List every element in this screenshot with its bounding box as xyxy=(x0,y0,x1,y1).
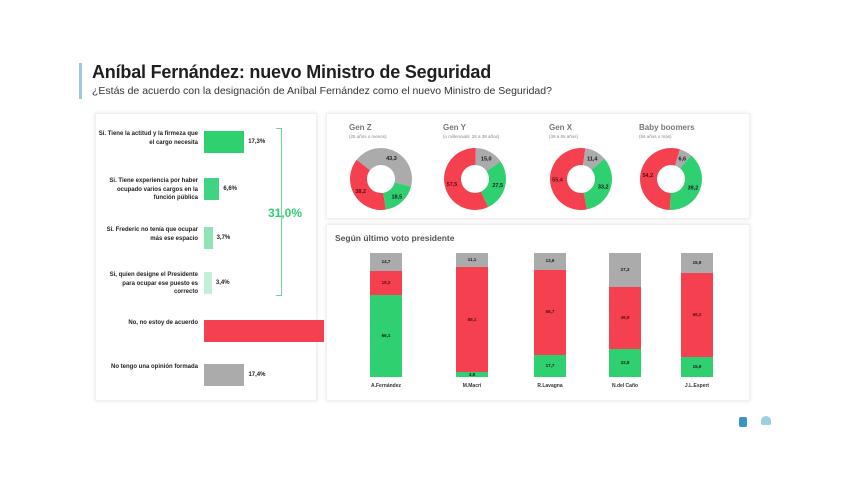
donut-slice-label: 38,2 xyxy=(355,189,366,195)
stack-segment-grey xyxy=(370,253,402,272)
donut-slice-label: 11,4 xyxy=(587,156,598,162)
responses-panel: Si. Tiene la actitud y la firmeza que el… xyxy=(95,113,345,401)
response-value-label: 3,4% xyxy=(215,280,230,286)
stack-segment-grey xyxy=(534,253,566,270)
stack-segment-green xyxy=(534,355,566,377)
stack-segment-label: 68,2 xyxy=(692,312,702,317)
generation-panel: Gen Z (25 años o menos) 38,2 43,3 18,5 Gen Y (… xyxy=(326,113,750,219)
generation-title: Gen X xyxy=(549,123,573,132)
response-label: No tengo una opinión formada xyxy=(111,364,198,370)
si-total-bracket xyxy=(276,128,282,296)
stack-segment-label: 15,9 xyxy=(692,364,702,370)
donut-slice-label: 27,5 xyxy=(492,183,503,189)
donut-chart: 54,2 6,6 39,2 xyxy=(640,148,702,210)
generation-subtitle: (25 años o menos) xyxy=(349,134,387,139)
generation-subtitle: (39 a 55 años) xyxy=(549,134,579,139)
response-label: Si, quien designe el Presidente para ocu… xyxy=(109,272,198,295)
response-value-label: 3,7% xyxy=(216,235,231,241)
donut-slice-label: 39,2 xyxy=(688,185,699,191)
donut-slice-grey xyxy=(675,149,692,169)
candidate-label: J.L.Espert xyxy=(684,383,710,389)
stack-segment-red xyxy=(681,272,713,358)
stack-segment-grey xyxy=(681,253,713,273)
title-accent-bar xyxy=(79,63,82,99)
donut-slice-label: 55,4 xyxy=(552,178,564,184)
donut-chart: 38,2 43,3 18,5 xyxy=(350,148,412,210)
donut-slice-green xyxy=(583,158,612,210)
stack-segment-label: 22,8 xyxy=(620,359,630,365)
response-bar xyxy=(204,272,212,294)
donut-slice-red xyxy=(550,148,588,210)
stack-segment-red xyxy=(534,269,566,356)
stack-segment-label: 66,1 xyxy=(381,333,391,339)
donut-slice-grey xyxy=(582,148,605,170)
response-bar xyxy=(204,320,324,342)
stack-segment-grey xyxy=(456,253,488,267)
response-bar xyxy=(204,227,213,249)
donut-slice-green xyxy=(670,155,702,210)
response-bar xyxy=(204,364,245,386)
donut-chart: 55,4 11,4 33,2 xyxy=(550,148,612,210)
response-bar xyxy=(204,131,245,153)
candidate-label: N.del Caño xyxy=(611,383,639,389)
vote-panel: Según último voto presidente 14,7 19,2 66,… xyxy=(326,224,750,401)
donut-slice-green xyxy=(480,161,506,208)
stack-segment-green xyxy=(681,357,713,377)
stack-segment-green xyxy=(370,295,402,377)
stack-segment-red xyxy=(370,271,402,296)
brand-mascot-icon xyxy=(761,416,771,425)
page-subtitle: ¿Estás de acuerdo con la designación de … xyxy=(92,85,552,97)
donut-chart: 57,5 15,0 27,5 xyxy=(444,148,506,210)
donut-slice-label: 43,3 xyxy=(386,156,397,162)
si-total-label: 31,0% xyxy=(268,206,303,220)
stack-segment-green xyxy=(456,372,488,377)
donut-slice-red xyxy=(350,159,386,210)
generation-title: Baby boomers xyxy=(639,123,695,132)
donut-slice-label: 57,5 xyxy=(447,182,458,188)
generation-title: Gen Y xyxy=(443,123,466,132)
brand-logo-icon xyxy=(739,417,747,427)
response-bar xyxy=(204,178,220,200)
stack-segment-label: 49,9 xyxy=(620,314,630,320)
candidate-label: R.Lavagna xyxy=(537,383,563,389)
stack-segment-label: 85,1 xyxy=(467,316,477,322)
response-value-label: 6,6% xyxy=(223,186,238,192)
stack-segment-label: 19,2 xyxy=(381,280,391,286)
donut-slice-green xyxy=(383,182,412,210)
generation-subtitle: (56 años o más) xyxy=(639,134,672,139)
stack-segment-label: 17,7 xyxy=(545,363,555,369)
stack-segment-label: 3,8 xyxy=(468,371,476,377)
donut-slice-label: 33,2 xyxy=(598,185,609,191)
stack-segment-red xyxy=(456,266,488,373)
stack-segment-label: 15,9 xyxy=(692,259,702,265)
stack-segment-label: 14,7 xyxy=(381,259,391,265)
page-title: Aníbal Fernández: nuevo Ministro de Segu… xyxy=(92,62,492,82)
donut-slice-grey xyxy=(356,148,412,187)
vote-chart-title: Según último voto presidente xyxy=(335,233,455,243)
stack-segment-grey xyxy=(609,253,641,287)
response-value-label: 17,4% xyxy=(248,372,266,378)
donut-slice-grey xyxy=(475,148,501,172)
donut-slice-label: 15,0 xyxy=(481,156,492,162)
stack-segment-label: 68,7 xyxy=(545,309,555,315)
response-label: No, no estoy de acuerdo xyxy=(128,320,198,326)
response-value-label: 17,3% xyxy=(248,139,266,145)
candidate-label: M.Macri xyxy=(462,383,482,389)
generation-title: Gen Z xyxy=(349,123,372,132)
donut-slice-label: 18,5 xyxy=(391,194,402,200)
donut-slice-red xyxy=(444,148,489,210)
stack-segment-label: 13,6 xyxy=(545,258,555,264)
generation-subtitle: (o millennials: 26 a 38 años) xyxy=(443,134,500,139)
response-label: Si. Tiene la actitud y la firmeza que el… xyxy=(98,131,198,146)
response-label: Si. Frederic no tenía que ocupar más ese… xyxy=(106,227,198,242)
response-label: Si. Tiene experiencia por haber ocupado … xyxy=(109,178,198,201)
donut-slice-red xyxy=(640,148,680,210)
stack-segment-red xyxy=(609,286,641,349)
donut-slice-label: 54,2 xyxy=(642,173,653,179)
candidate-label: A.Fernández xyxy=(370,383,401,389)
stack-segment-label: 11,1 xyxy=(467,256,477,262)
stack-segment-label: 27,3 xyxy=(620,266,630,272)
donut-slice-label: 6,6 xyxy=(678,156,686,162)
stack-segment-green xyxy=(609,348,641,377)
